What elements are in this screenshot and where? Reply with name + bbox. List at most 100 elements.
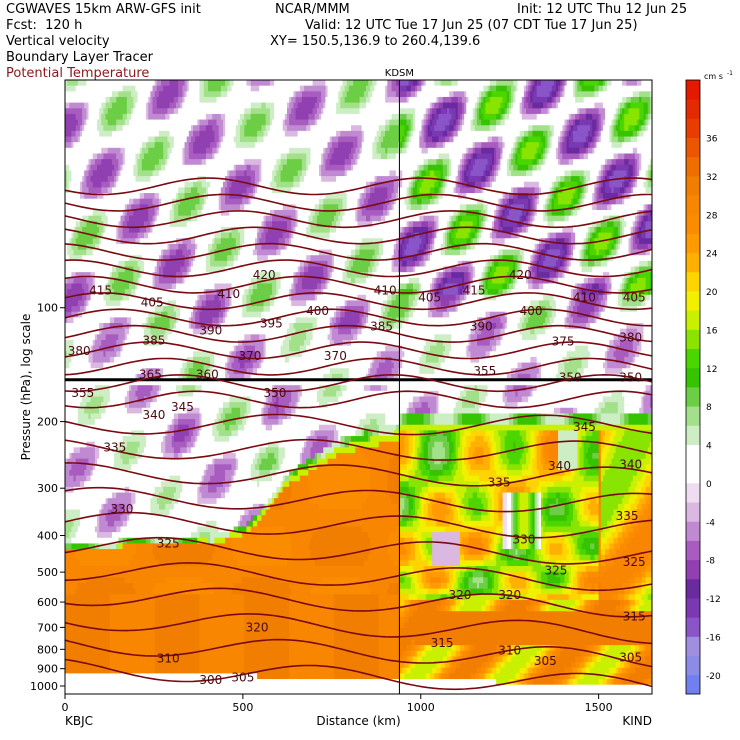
colorbar-swatch [686,349,700,369]
colorbar-swatch [686,99,700,119]
theta-label: 375 [552,335,575,349]
theta-label: 355 [71,386,94,400]
y-tick-label: 1000 [30,680,58,693]
colorbar-swatch [686,598,700,618]
colorbar-swatch [686,579,700,599]
colorbar-swatch [686,406,700,426]
theta-label: 340 [142,408,165,422]
colorbar-swatch [686,425,700,445]
theta-label: 385 [370,319,393,333]
colorbar-swatch [686,214,700,234]
colorbar-swatch [686,138,700,158]
colorbar-tick-label: 24 [706,250,718,260]
y-tick-label: 700 [37,621,58,634]
theta-label: 400 [306,304,329,318]
theta-label: 395 [260,316,283,330]
theta-label: 420 [253,268,276,282]
colorbar-tick-label: -8 [706,557,715,567]
colorbar-tick-label: 16 [706,326,718,336]
colorbar-tick-label: 32 [706,173,717,183]
theta-label: 410 [374,283,397,297]
colorbar-swatch [686,483,700,503]
colorbar-tick-label: 4 [706,442,712,452]
theta-label: 305 [231,671,254,685]
theta-label: 410 [217,287,240,301]
colorbar-tick-label: -20 [706,672,721,682]
theta-label: 325 [544,563,567,577]
y-axis-label: Pressure (hPa), log scale [19,314,33,461]
theta-label: 410 [573,291,596,305]
theta-label: 360 [196,367,219,381]
colorbar-tick-label: 28 [706,211,718,221]
colorbar-swatch [686,176,700,196]
colorbar-unit-exponent: -1 [727,70,733,77]
colorbar-swatch [686,157,700,177]
theta-label: 340 [619,458,642,472]
colorbar-tick-label: -16 [706,633,721,643]
colorbar-swatch [686,272,700,292]
theta-label: 370 [324,349,347,363]
y-tick-label: 100 [37,302,58,315]
theta-label: 325 [623,555,646,569]
theta-label: 350 [619,371,642,385]
colorbar-swatch [686,310,700,330]
colorbar-swatch [686,329,700,349]
y-tick-label: 300 [37,482,58,495]
colorbar-swatch [686,541,700,561]
colorbar-swatch [686,560,700,580]
theta-label: 355 [473,364,496,378]
y-tick-label: 600 [37,596,58,609]
theta-label: 310 [498,643,521,657]
colorbar-swatch [686,675,700,695]
colorbar-tick-label: 36 [706,135,718,145]
theta-label: 350 [559,371,582,385]
colorbar-swatch [686,636,700,656]
x-axis-label: Distance (km) [316,714,400,728]
theta-label: 400 [520,304,543,318]
colorbar-swatch [686,368,700,388]
theta-label: 300 [199,673,222,687]
theta-label: 315 [623,609,646,623]
colorbar-tick-label: 20 [706,288,718,298]
theta-label: 415 [89,283,112,297]
colorbar-unit: cm s [704,72,723,81]
y-tick-label: 900 [37,663,58,676]
theta-label: 370 [239,349,262,363]
theta-label: 345 [171,400,194,414]
colorbar-swatch [686,617,700,637]
theta-label: 310 [157,651,180,665]
colorbar-swatch [686,387,700,407]
theta-label: 380 [68,344,91,358]
theta-label: 320 [448,588,471,602]
theta-label: 385 [142,333,165,347]
theta-label: 390 [470,319,493,333]
theta-label: 345 [573,420,596,434]
theta-label: 335 [616,509,639,523]
theta-label: 325 [157,536,180,550]
theta-label: 335 [103,440,126,454]
theta-label: 405 [418,291,441,305]
theta-label: 420 [509,268,532,282]
colorbar-swatch [686,521,700,541]
colorbar-swatch [686,291,700,311]
theta-label: 335 [488,476,511,490]
theta-label: 365 [139,367,162,381]
y-tick-label: 500 [37,566,58,579]
theta-label: 340 [548,459,571,473]
colorbar-swatch [686,195,700,215]
x-tick-label: 1500 [585,701,613,714]
theta-label: 320 [246,620,269,634]
theta-label: 415 [463,283,486,297]
colorbar-swatch [686,118,700,138]
colorbar-tick-label: 0 [706,480,712,490]
x-tick-label: 500 [232,701,253,714]
x-tick-label: 0 [62,701,69,714]
field-fill [65,80,653,697]
colorbar-swatch [686,464,700,484]
theta-label: 390 [199,324,222,338]
colorbar-swatch [686,445,700,465]
theta-label: 405 [141,296,164,310]
right-endpoint-label: KIND [622,714,652,728]
theta-label: 350 [263,386,286,400]
